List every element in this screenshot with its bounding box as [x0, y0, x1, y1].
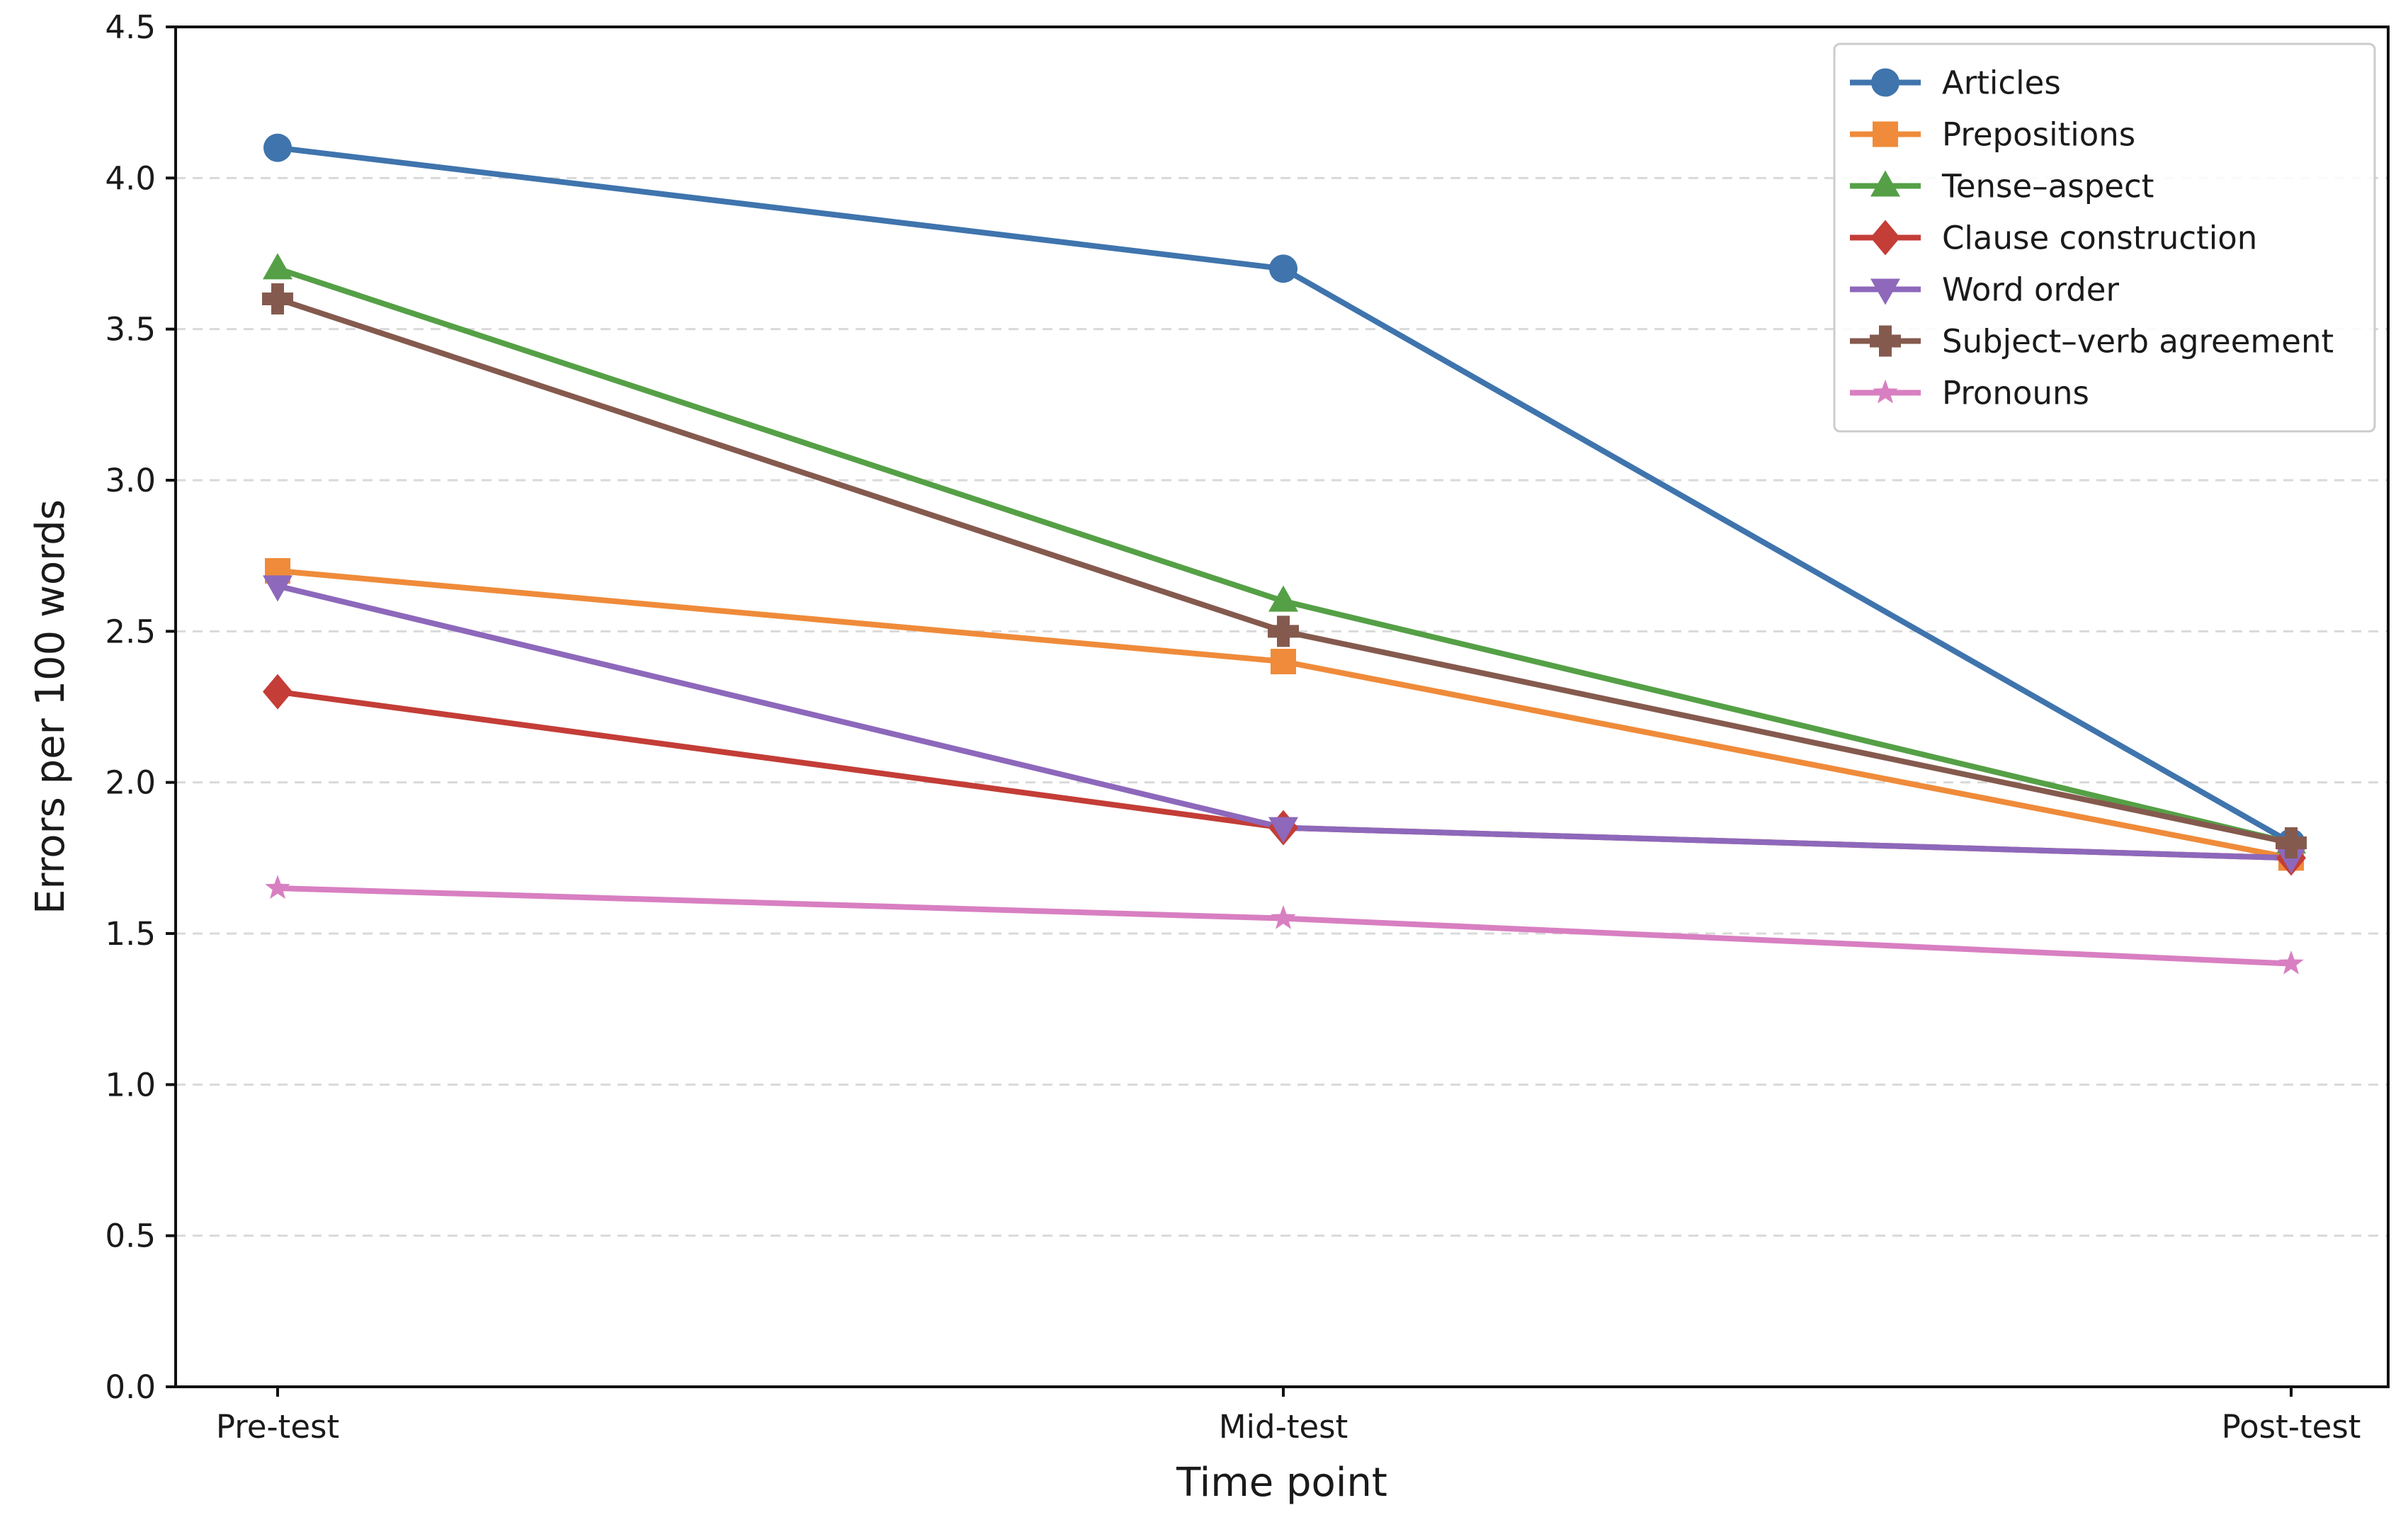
y-axis-title: Errors per 100 words — [28, 499, 74, 914]
data-point — [263, 674, 293, 710]
data-point — [263, 575, 293, 602]
data-point — [2278, 951, 2304, 975]
data-point — [1269, 254, 1297, 283]
data-point — [263, 253, 293, 280]
legend: Articles Prepositions Tense–aspect Clause c… — [1833, 42, 2376, 433]
data-point — [1268, 817, 1298, 844]
y-axis-ticks: 0.0 0.5 1.0 1.5 2.0 2.5 3.0 3.5 4.0 4.5 — [105, 8, 176, 1406]
legend-label: Subject–verb agreement — [1942, 323, 2334, 361]
data-point — [2276, 847, 2306, 874]
series-markers — [262, 133, 2307, 975]
y-tick-label: 4.0 — [105, 159, 156, 197]
x-axis-ticks: Pre-test Mid-test Post-test — [216, 1387, 2361, 1446]
data-point — [265, 875, 290, 900]
legend-box — [1833, 42, 2376, 433]
legend-label: Tense–aspect — [1941, 168, 2154, 205]
y-tick-label: 2.5 — [105, 613, 156, 650]
y-tick-label: 0.0 — [105, 1368, 156, 1406]
y-tick-label: 3.0 — [105, 462, 156, 499]
y-tick-label: 3.5 — [105, 311, 156, 348]
legend-label: Pronouns — [1942, 375, 2089, 412]
data-point — [1268, 615, 1299, 647]
data-point — [1268, 585, 1298, 612]
legend-marker — [1870, 325, 1901, 357]
x-axis-title: Time point — [1176, 1460, 1387, 1506]
legend-marker — [1870, 170, 1900, 197]
legend-marker — [1873, 379, 1898, 404]
x-tick-label: Post-test — [2222, 1408, 2361, 1446]
legend-label: Clause construction — [1942, 220, 2257, 257]
legend-marker — [1873, 121, 1898, 147]
y-tick-label: 1.0 — [105, 1066, 156, 1103]
data-point — [262, 283, 293, 314]
x-tick-label: Mid-test — [1219, 1408, 1348, 1446]
y-tick-label: 4.5 — [105, 8, 156, 46]
legend-label: Word order — [1942, 271, 2119, 309]
y-tick-label: 2.0 — [105, 764, 156, 802]
series-line-7 — [275, 885, 2294, 967]
data-point — [263, 133, 292, 162]
data-point — [1271, 905, 1296, 929]
y-tick-label: 1.5 — [105, 915, 156, 953]
legend-marker — [1870, 220, 1900, 256]
legend-marker — [1871, 68, 1899, 97]
legend-label: Articles — [1942, 64, 2061, 102]
data-point — [2276, 827, 2307, 858]
y-tick-label: 0.5 — [105, 1218, 156, 1255]
data-point — [1271, 649, 1296, 674]
x-tick-label: Pre-test — [216, 1408, 339, 1446]
legend-label: Prepositions — [1942, 116, 2135, 154]
legend-marker — [1870, 278, 1900, 305]
